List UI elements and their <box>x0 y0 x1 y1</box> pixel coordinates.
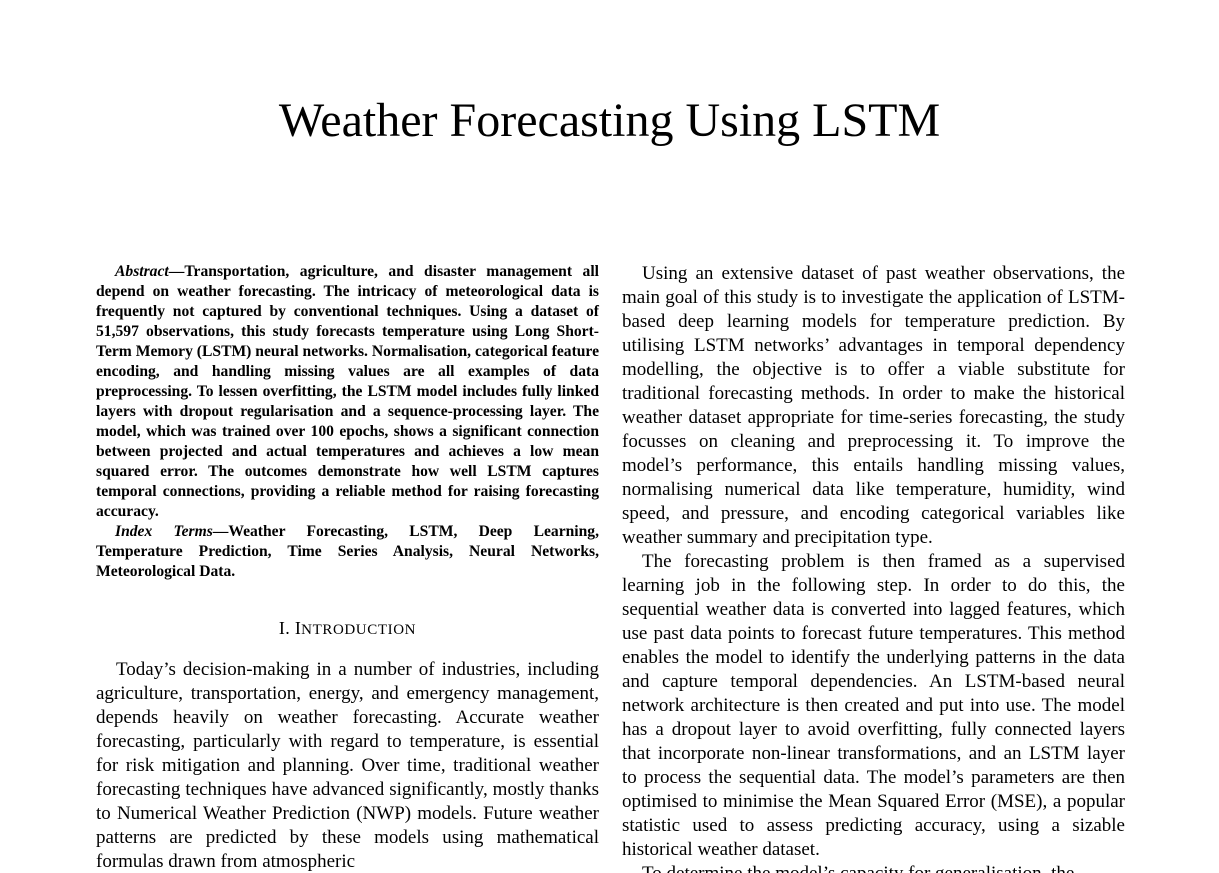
intro-paragraph: Today’s decision-making in a number of i… <box>96 659 599 872</box>
abstract-lead: Abstract <box>115 263 169 280</box>
body-paragraph-3: To determine the model’s capacity for ge… <box>622 862 1125 873</box>
index-terms: Index Terms—Weather Forecasting, LSTM, D… <box>96 522 599 582</box>
section-first-letter: I <box>294 618 302 638</box>
section-rest: NTRODUCTION <box>301 622 417 638</box>
abstract: Abstract—Transportation, agriculture, an… <box>96 262 599 522</box>
body-paragraph-1: Using an extensive dataset of past weath… <box>622 263 1125 548</box>
right-column: Using an extensive dataset of past weath… <box>622 262 1125 873</box>
index-terms-lead: Index Terms <box>115 523 213 540</box>
index-terms-dash: — <box>212 523 229 540</box>
section-heading-introduction: I. INTRODUCTION <box>96 616 599 642</box>
abstract-text: Transportation, agriculture, and disaste… <box>96 263 599 520</box>
paper-title: Weather Forecasting Using LSTM <box>278 94 941 147</box>
abstract-dash: — <box>168 263 185 280</box>
left-column: Abstract—Transportation, agriculture, an… <box>96 262 599 873</box>
body-paragraph-2: The forecasting problem is then framed a… <box>622 551 1125 860</box>
index-terms-text: Weather Forecasting, LSTM, Deep Learning… <box>96 523 599 580</box>
section-number: I. <box>278 618 291 638</box>
